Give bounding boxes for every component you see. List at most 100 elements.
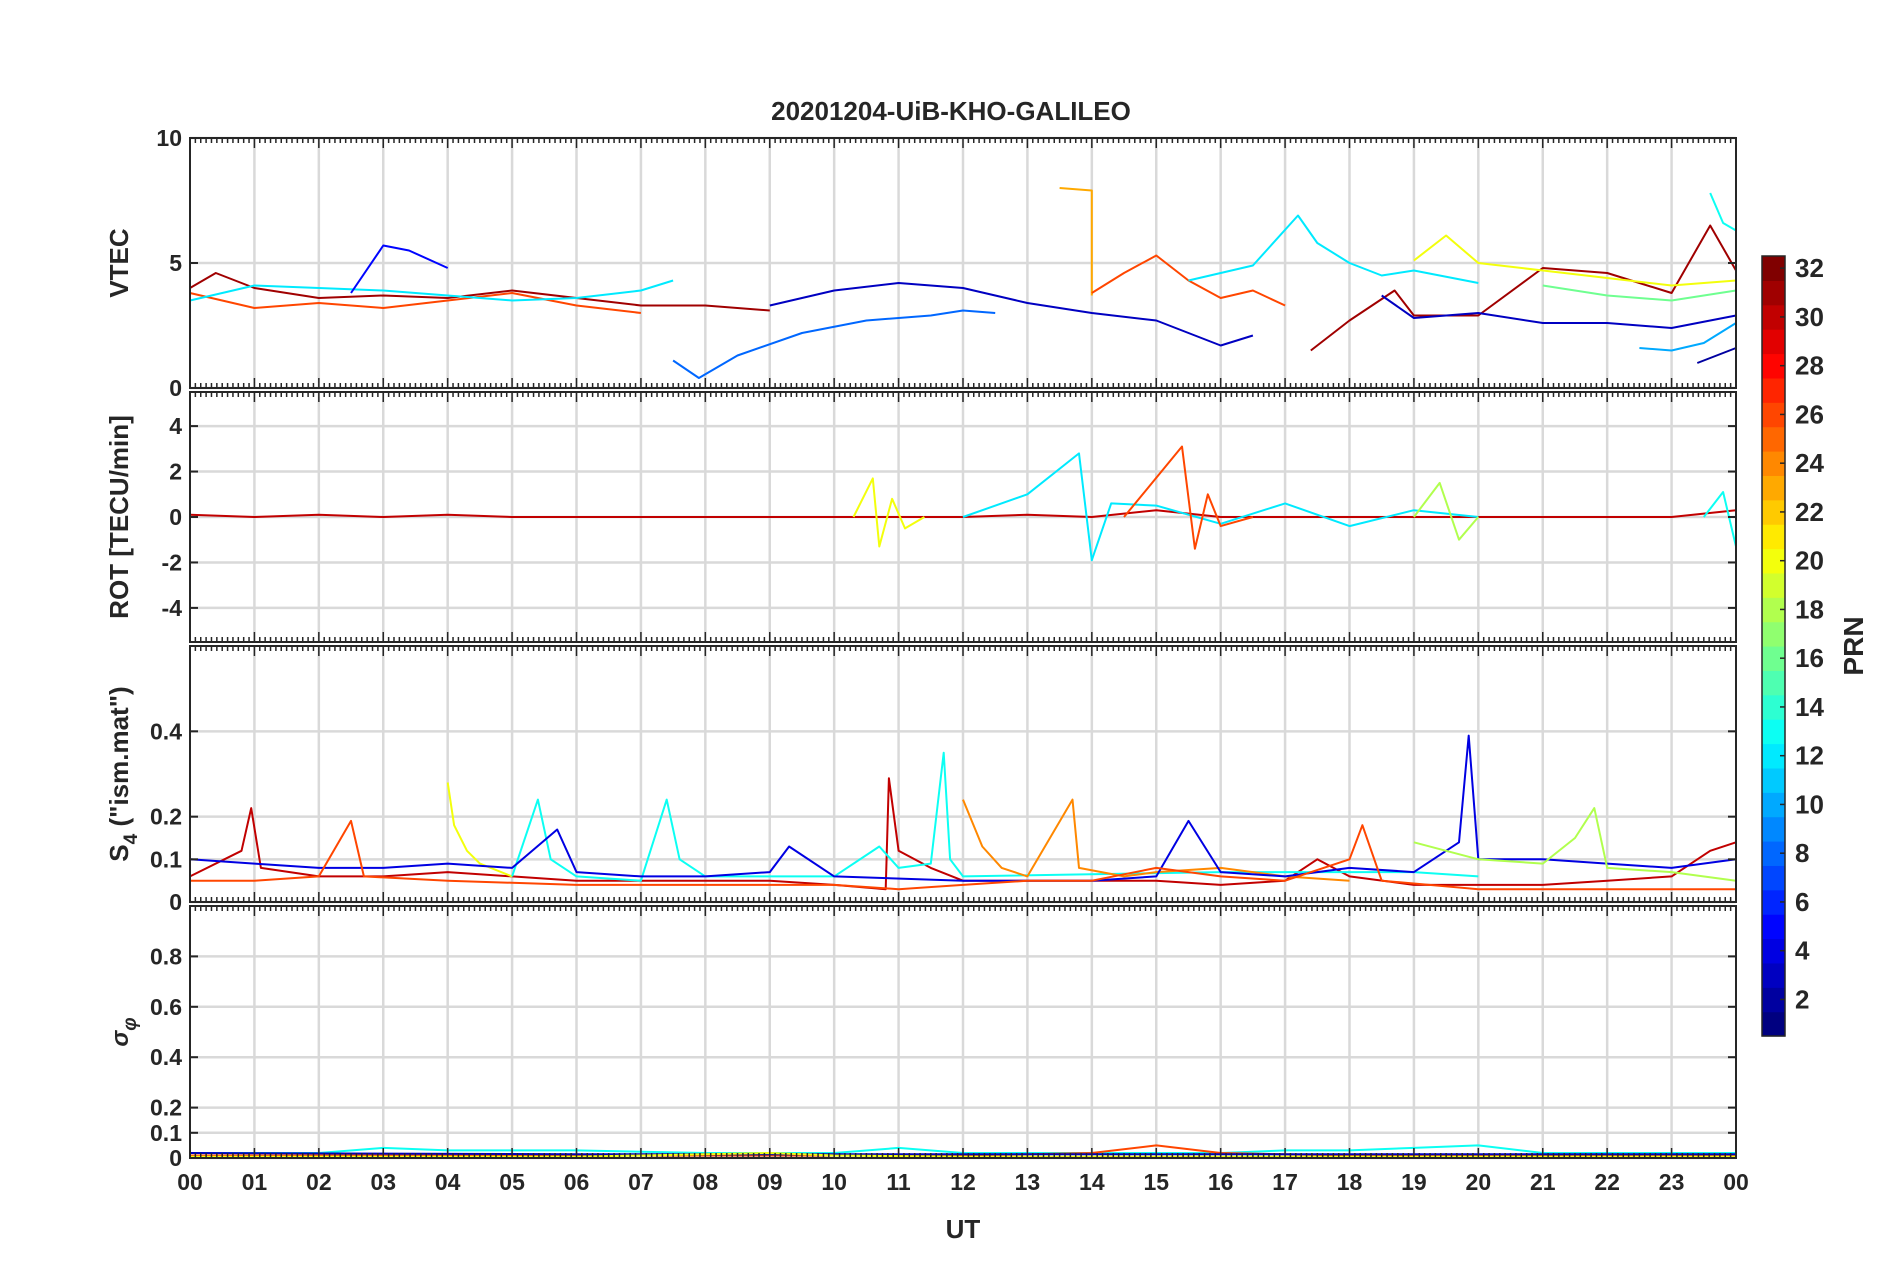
x-tick-label: 20 bbox=[1466, 1169, 1492, 1195]
x-tick-label: 10 bbox=[821, 1169, 847, 1195]
colorbar-swatch-30 bbox=[1762, 304, 1785, 330]
x-tick-label: 12 bbox=[950, 1169, 976, 1195]
sigma-phi-y-label: σφ bbox=[107, 1017, 141, 1046]
colorbar-tick-label: 2 bbox=[1795, 984, 1809, 1014]
x-tick-label: 04 bbox=[435, 1169, 461, 1195]
colorbar-frame bbox=[1761, 255, 1786, 1037]
colorbar-swatch-5 bbox=[1762, 914, 1785, 940]
x-tick-label: 19 bbox=[1401, 1169, 1427, 1195]
x-tick-label: 05 bbox=[499, 1169, 525, 1195]
colorbar-tick-label: 24 bbox=[1795, 448, 1824, 478]
x-tick-label: 22 bbox=[1594, 1169, 1620, 1195]
vtec-series-prn-12-2 bbox=[189, 279, 674, 302]
colorbar-swatch-28 bbox=[1762, 353, 1785, 379]
colorbar-tick-label: 26 bbox=[1795, 399, 1824, 429]
colorbar-swatch-10 bbox=[1762, 792, 1785, 818]
s4-panel: 0 0.1 0.2 0.4 S4 ("ism.mat") bbox=[104, 645, 1737, 915]
s4-y-label: S4 ("ism.mat") bbox=[104, 686, 142, 861]
rot-y-tick-label: 0 bbox=[169, 504, 182, 530]
vtec-series-prn-12-8 bbox=[1188, 214, 1479, 284]
vtec-series-prn-3-5 bbox=[769, 282, 1254, 347]
colorbar-swatch-24 bbox=[1762, 451, 1785, 476]
rot-panel: -4 -2 0 2 4 ROT [TECU/min] bbox=[104, 391, 1737, 643]
colorbar-swatch-11 bbox=[1762, 767, 1785, 793]
sigma-phi-y-ticks: 00.10.2 0.4 0.6 0.8 bbox=[150, 943, 1736, 1171]
rot-series-prn-13-5 bbox=[1703, 491, 1737, 547]
sigma-phi-y-tick-label: 0.4 bbox=[150, 1044, 182, 1070]
sigma-phi-y-tick-label: 0.6 bbox=[150, 994, 182, 1020]
colorbar-swatch-31 bbox=[1762, 280, 1785, 306]
s4-series-prn-18-5 bbox=[1413, 807, 1737, 882]
s4-y-label-main: S bbox=[104, 844, 134, 861]
colorbar-swatch-23 bbox=[1762, 475, 1785, 501]
colorbar-swatches bbox=[1762, 256, 1785, 1037]
s4-y-ticks: 0 0.1 0.2 0.4 bbox=[150, 718, 1736, 915]
colorbar-swatch-12 bbox=[1762, 743, 1785, 769]
vtec-series bbox=[189, 187, 1737, 379]
s4-series-prn-13-2 bbox=[511, 751, 1479, 882]
x-tick-label: 15 bbox=[1143, 1169, 1169, 1195]
s4-y-tick-label: 0 bbox=[169, 889, 182, 915]
rot-series-prn-26-3 bbox=[1123, 445, 1254, 550]
x-tick-label: 00 bbox=[177, 1169, 203, 1195]
vtec-series-prn-31-0 bbox=[189, 272, 770, 312]
colorbar-swatch-4 bbox=[1762, 938, 1785, 964]
colorbar-swatch-27 bbox=[1762, 377, 1785, 403]
colorbar-swatch-17 bbox=[1762, 621, 1785, 647]
rot-series-prn-18-4 bbox=[1413, 481, 1480, 541]
x-tick-label: 16 bbox=[1208, 1169, 1234, 1195]
x-tick-label: 03 bbox=[370, 1169, 396, 1195]
vtec-series-prn-2-14 bbox=[1696, 347, 1737, 364]
colorbar-swatch-14 bbox=[1762, 694, 1785, 720]
colorbar-tick-label: 22 bbox=[1795, 497, 1824, 527]
rot-y-ticks: -4 -2 0 2 4 bbox=[162, 413, 1736, 621]
s4-series-prn-24-3 bbox=[962, 798, 1350, 882]
colorbar-tick-label: 8 bbox=[1795, 838, 1809, 868]
colorbar-swatch-20 bbox=[1762, 548, 1785, 574]
vtec-y-label: VTEC bbox=[104, 228, 134, 298]
rot-y-tick-label: 4 bbox=[169, 413, 182, 439]
s4-y-tick-label: 0.2 bbox=[150, 804, 182, 830]
colorbar-tick-label: 10 bbox=[1795, 789, 1824, 819]
colorbar-tick-label: 30 bbox=[1795, 302, 1824, 332]
vtec-series-prn-13-13 bbox=[1709, 192, 1737, 232]
x-tick-label: 23 bbox=[1659, 1169, 1685, 1195]
s4-series-prn-30-0 bbox=[189, 777, 1737, 891]
vtec-series-prn-26-1 bbox=[189, 292, 642, 314]
x-tick-label: 07 bbox=[628, 1169, 654, 1195]
vtec-series-prn-16-15 bbox=[1542, 284, 1737, 302]
colorbar-swatch-2 bbox=[1762, 987, 1785, 1013]
s4-series-prn-26-6 bbox=[190, 819, 1736, 891]
colorbar-swatch-25 bbox=[1762, 426, 1785, 452]
rot-y-tick-label: 2 bbox=[169, 459, 182, 485]
sigma-phi-y-label-main: σ bbox=[107, 1030, 134, 1047]
colorbar-swatch-9 bbox=[1762, 816, 1785, 842]
x-axis-label: UT bbox=[946, 1214, 981, 1244]
x-tick-label: 21 bbox=[1530, 1169, 1556, 1195]
vtec-series-prn-31-9 bbox=[1310, 224, 1737, 352]
colorbar-swatch-15 bbox=[1762, 670, 1785, 696]
sigma-phi-panel: 00.10.2 0.4 0.6 0.8 00 01 02 03 04 05 06 07 08 09 10 1… bbox=[107, 905, 1749, 1195]
sigma-phi-y-tick-label: 0.2 bbox=[150, 1095, 182, 1121]
x-tick-label: 11 bbox=[886, 1169, 911, 1195]
colorbar-tick-label: 14 bbox=[1795, 692, 1824, 722]
colorbar-tick-label: 16 bbox=[1795, 643, 1824, 673]
colorbar-swatch-29 bbox=[1762, 329, 1785, 355]
colorbar-tick-label: 6 bbox=[1795, 887, 1809, 917]
s4-grid bbox=[190, 646, 1736, 904]
x-tick-label: 17 bbox=[1272, 1169, 1298, 1195]
x-tick-label: 18 bbox=[1337, 1169, 1363, 1195]
colorbar-swatch-18 bbox=[1762, 597, 1785, 623]
x-tick-label: 08 bbox=[693, 1169, 719, 1195]
vtec-y-tick-label: 10 bbox=[156, 125, 182, 151]
rot-series bbox=[189, 445, 1737, 562]
colorbar-label: PRN bbox=[1838, 616, 1869, 675]
vtec-y-tick-label: 0 bbox=[169, 375, 182, 401]
rot-series-prn-20-1 bbox=[852, 477, 925, 548]
vtec-grid bbox=[190, 136, 1736, 390]
colorbar-tick-label: 20 bbox=[1795, 546, 1824, 576]
vtec-series-prn-3-11 bbox=[1381, 294, 1737, 329]
